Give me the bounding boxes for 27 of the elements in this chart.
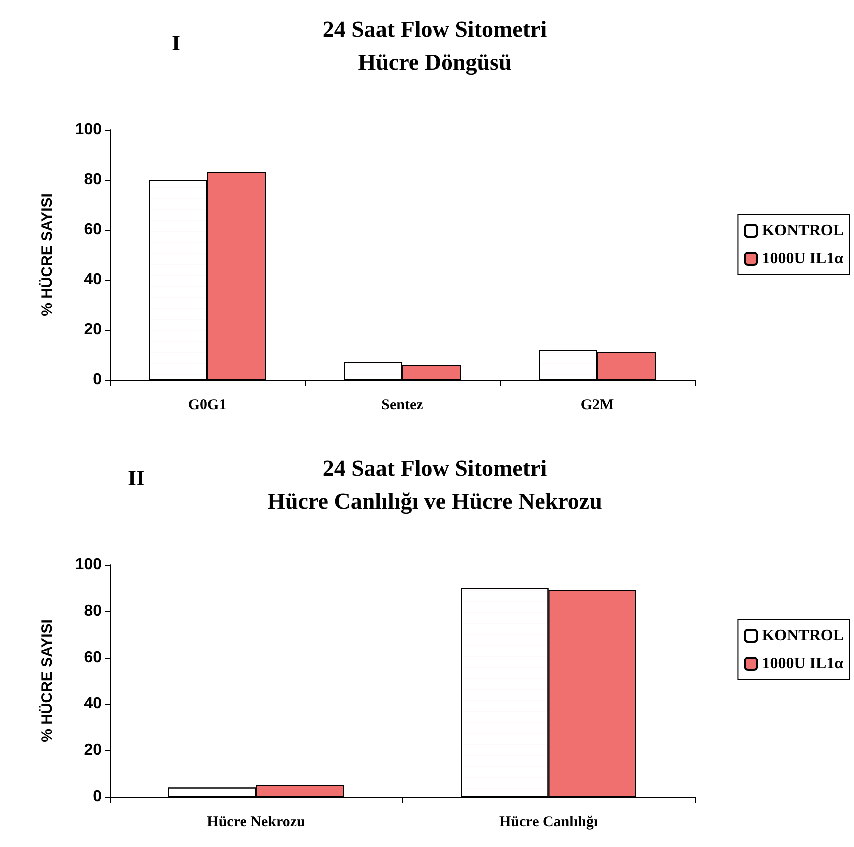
y-tick-label: 20: [84, 742, 102, 760]
y-tick-label: 60: [84, 649, 102, 666]
y-tick-label: 60: [84, 222, 102, 238]
x-tick-label: G2M: [580, 398, 614, 414]
y-tick-label: 40: [84, 272, 102, 288]
x-tick-label: Hücre Canlılığı: [500, 814, 598, 830]
chart-title: 24 Saat Flow Sitometri Hücre Canlılığı ve Hücre Nekrozu: [268, 456, 603, 515]
y-tick-label: 100: [75, 556, 102, 574]
text: I: [172, 30, 181, 56]
y-tick-label: 20: [84, 322, 102, 338]
y-tick-label: 0: [93, 372, 102, 388]
legend-label: 1000U IL1α: [762, 250, 844, 268]
x-tick-label: G0G1: [188, 398, 227, 414]
y-tick-label: 40: [84, 696, 102, 713]
y-tick-label: 0: [93, 788, 102, 806]
y-tick-label: 80: [84, 602, 102, 620]
y-tick-label: 100: [75, 122, 102, 138]
x-tick-label: Hücre Nekrozu: [207, 814, 306, 830]
y-tick-label: 80: [84, 172, 102, 188]
y-axis-title: % HÜCRE SAYISI: [39, 620, 56, 742]
legend-label: KONTROL: [762, 628, 844, 644]
chart-title: 24 Saat Flow Sitometri Hücre Döngüsü: [322, 17, 548, 76]
x-tick-label: Sentez: [382, 398, 424, 414]
y-axis-title: % HÜCRE SAYISI: [39, 194, 56, 316]
legend-label: KONTROL: [762, 222, 844, 240]
text: II: [128, 466, 146, 490]
legend-label: 1000U IL1α: [762, 656, 844, 672]
